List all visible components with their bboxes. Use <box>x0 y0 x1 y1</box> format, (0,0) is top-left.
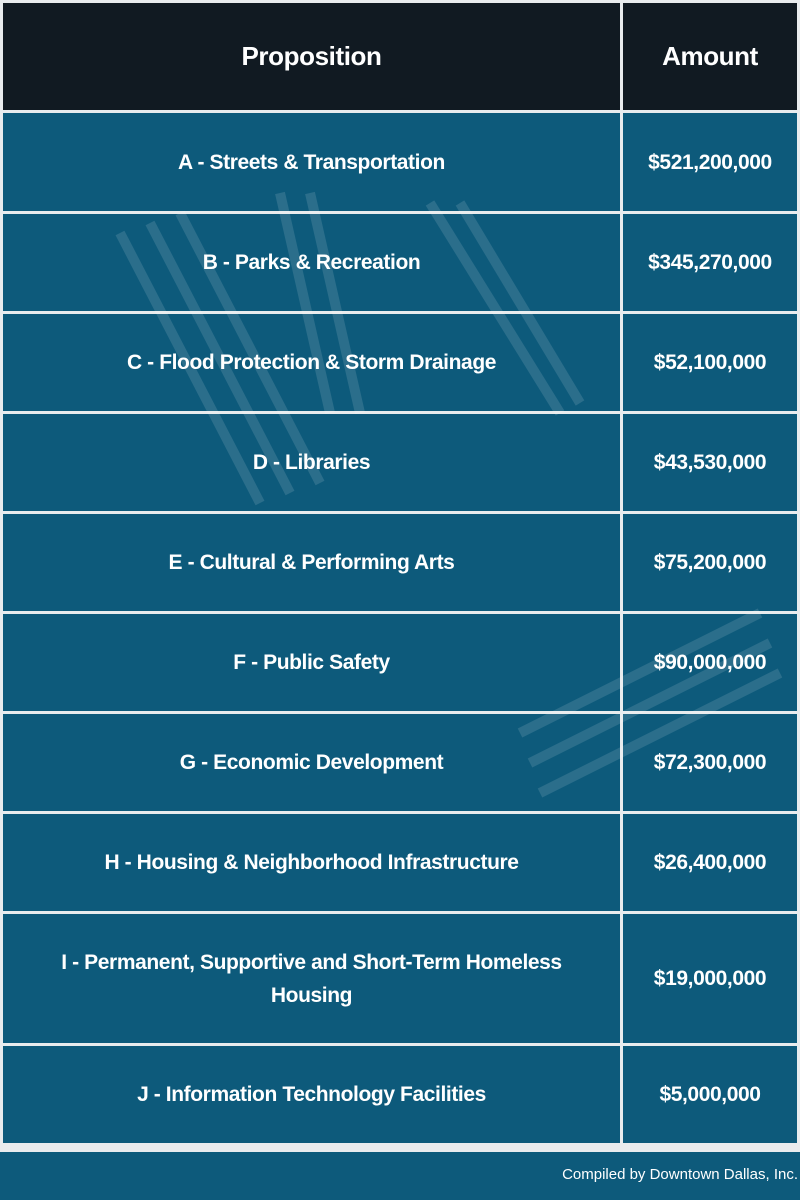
amount-cell: $52,100,000 <box>623 314 797 411</box>
amount-cell: $90,000,000 <box>623 614 797 711</box>
amount-cell: $43,530,000 <box>623 414 797 511</box>
amount-cell: $521,200,000 <box>623 113 797 211</box>
proposition-cell: B - Parks & Recreation <box>3 214 620 311</box>
proposition-cell: J - Information Technology Facilities <box>3 1046 620 1143</box>
footer-credit: Compiled by Downtown Dallas, Inc. <box>562 1166 798 1183</box>
proposition-cell: E - Cultural & Performing Arts <box>3 514 620 611</box>
proposition-cell: A - Streets & Transportation <box>3 113 620 211</box>
proposition-cell: I - Permanent, Supportive and Short-Term… <box>3 914 620 1043</box>
proposition-cell: D - Libraries <box>3 414 620 511</box>
proposition-cell: G - Economic Development <box>3 714 620 811</box>
amount-cell: $26,400,000 <box>623 814 797 911</box>
amount-cell: $75,200,000 <box>623 514 797 611</box>
amount-cell: $345,270,000 <box>623 214 797 311</box>
footer: Compiled by Downtown Dallas, Inc. <box>0 1152 800 1200</box>
proposition-cell: C - Flood Protection & Storm Drainage <box>3 314 620 411</box>
proposition-cell: H - Housing & Neighborhood Infrastructur… <box>3 814 620 911</box>
amount-cell: $19,000,000 <box>623 914 797 1043</box>
header-proposition: Proposition <box>3 3 620 110</box>
bond-propositions-table: Proposition Amount A - Streets & Transpo… <box>3 3 797 1143</box>
header-amount: Amount <box>623 3 797 110</box>
proposition-cell: F - Public Safety <box>3 614 620 711</box>
amount-cell: $72,300,000 <box>623 714 797 811</box>
amount-cell: $5,000,000 <box>623 1046 797 1143</box>
